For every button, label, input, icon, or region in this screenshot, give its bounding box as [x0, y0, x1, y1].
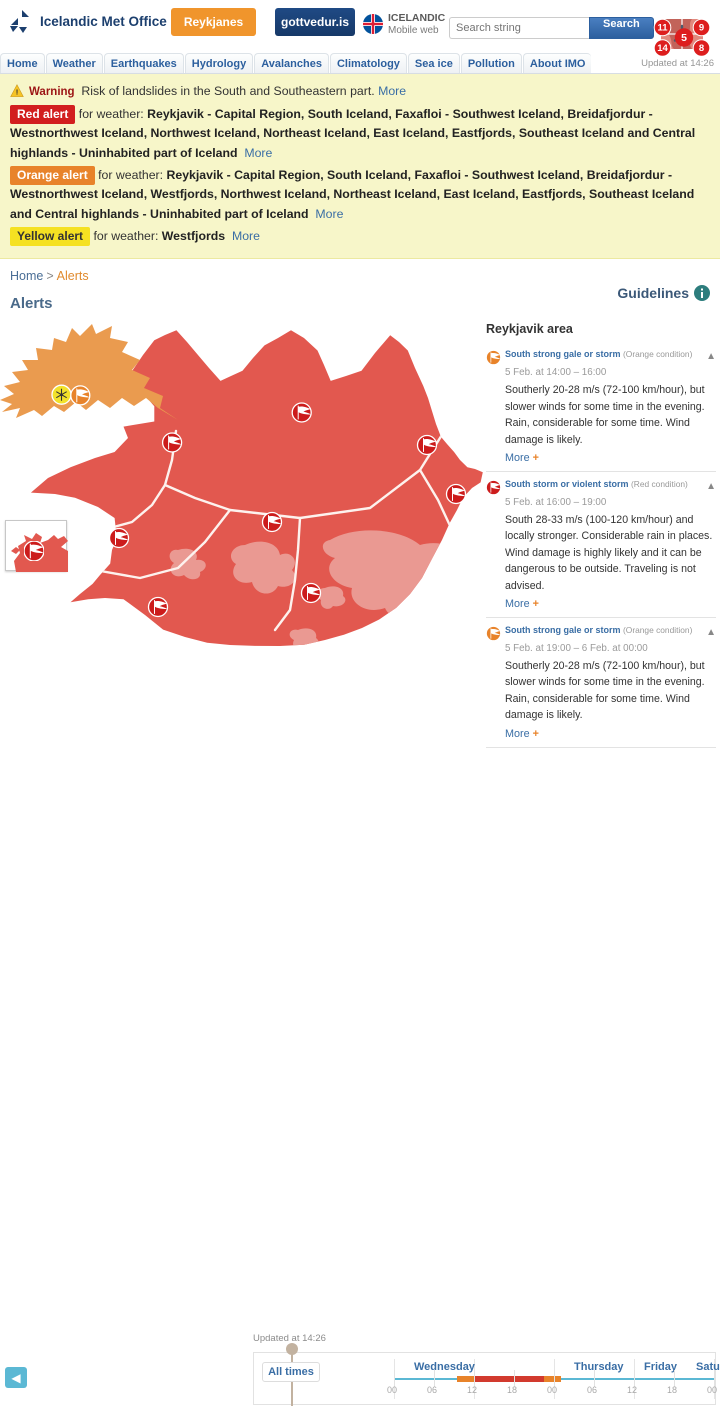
svg-text:5: 5: [681, 32, 687, 44]
svg-text:11: 11: [657, 23, 668, 34]
svg-text:9: 9: [699, 23, 704, 34]
svg-text:!: !: [16, 88, 19, 97]
